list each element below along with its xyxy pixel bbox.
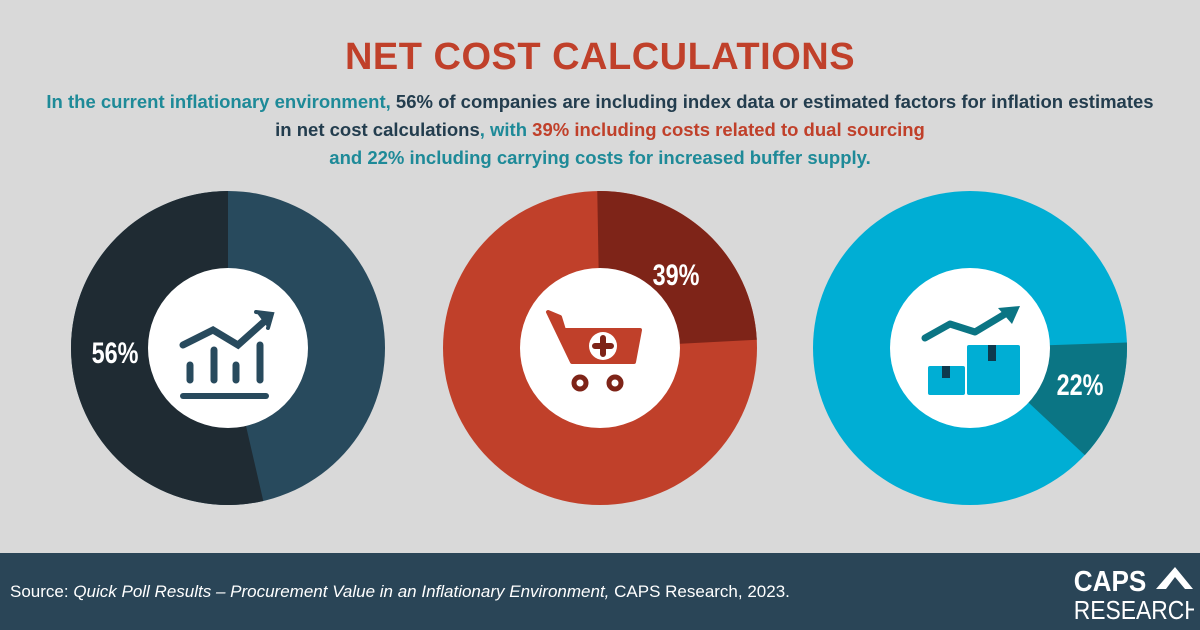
source-prefix: Source: xyxy=(10,582,74,601)
boxes-growth-icon xyxy=(921,306,1020,395)
source-suffix: CAPS Research, 2023. xyxy=(609,582,790,601)
subtitle-stat-39: 39% xyxy=(532,119,570,140)
mountain-icon xyxy=(1156,567,1193,589)
logo-line2: RESEARCH xyxy=(1074,597,1194,625)
shopping-cart-plus-icon xyxy=(546,310,642,392)
subtitle-part: , with xyxy=(479,119,533,140)
subtitle-part: including carrying costs for increased b… xyxy=(404,147,871,168)
footer: Source: Quick Poll Results – Procurement… xyxy=(0,553,1200,630)
donut-hole xyxy=(148,268,308,428)
source-citation: Source: Quick Poll Results – Procurement… xyxy=(10,582,790,602)
subtitle-part: In the current inflationary environment, xyxy=(46,91,396,112)
donut-charts: 56% 39% 22% xyxy=(71,191,1127,505)
subtitle-part: of companies are including index data or… xyxy=(275,91,1154,140)
page-title: NET COST CALCULATIONS xyxy=(344,36,856,78)
subtitle-stat-56: 56% xyxy=(395,91,433,112)
caps-research-logo: CAPS RESEARCH xyxy=(1072,563,1200,626)
subtitle-part: including costs related to dual sourcing xyxy=(569,119,925,140)
trend-bar-chart-icon xyxy=(179,310,275,399)
subtitle-part: and xyxy=(329,147,368,168)
subtitle-stat-22: 22% xyxy=(367,147,405,168)
data-label-22: 22% xyxy=(1057,368,1104,401)
logo-line1: CAPS xyxy=(1074,565,1146,598)
donut-chart-56 xyxy=(71,191,385,505)
source-title: Quick Poll Results – Procurement Value i… xyxy=(73,582,610,601)
data-label-56: 56% xyxy=(92,336,139,369)
data-label-39: 39% xyxy=(653,258,700,291)
subtitle: In the current inflationary environment,… xyxy=(40,88,1160,172)
